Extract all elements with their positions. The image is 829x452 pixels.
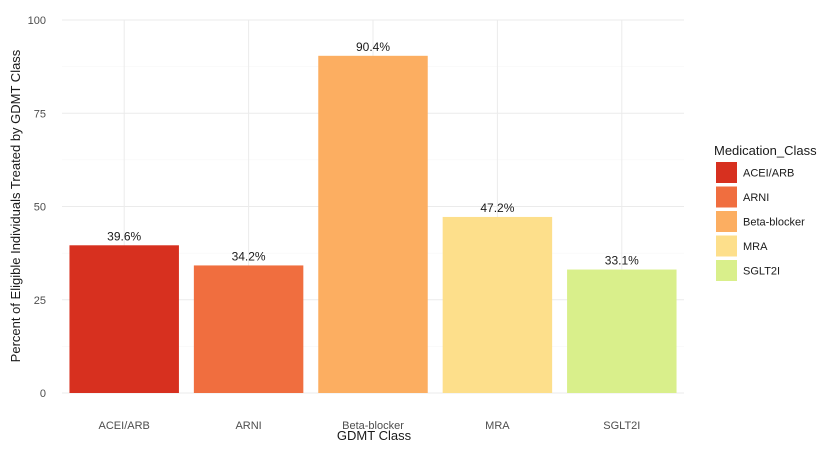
x-axis-title: GDMT Class [337,428,412,443]
legend-swatch [716,211,737,232]
bar-sglt2i [567,269,677,393]
legend-entry-label: SGLT2I [743,266,780,278]
y-axis-title: Percent of Eligible Individuals Treated … [8,49,23,362]
legend-entry-label: ARNI [743,192,769,204]
x-tick-label: ARNI [235,420,261,432]
legend-swatch [716,235,737,257]
y-tick-label: 25 [34,295,46,307]
y-axis-ticks: 0 25 50 75 100 [28,15,46,400]
legend: Medication_Class ACEI/ARB ARNI Beta-blocke… [714,143,817,281]
legend-entry-label: ACEI/ARB [743,168,794,180]
legend-title: Medication_Class [714,143,817,158]
bar-acei-arb [69,245,179,393]
bar-mra [442,216,553,393]
legend-swatch [716,162,737,183]
x-tick-label: MRA [485,420,510,432]
data-label: 39.6% [107,229,141,243]
x-tick-label: ACEI/ARB [99,420,150,432]
legend-swatch [716,186,737,208]
data-label: 90.4% [356,40,390,54]
data-labels-group: 39.6% 34.2% 90.4% 47.2% 33.1% [107,40,639,268]
data-label: 34.2% [232,249,266,263]
data-label: 47.2% [480,201,514,215]
y-tick-label: 50 [34,202,46,214]
y-tick-label: 0 [40,388,46,400]
legend-entry-label: Beta-blocker [743,217,805,229]
data-label: 33.1% [605,254,639,268]
x-tick-label: Beta-blocker [342,420,404,432]
bar-beta-blocker [318,55,428,394]
x-axis-ticks: ACEI/ARB ARNI Beta-blocker MRA SGLT2I [99,420,641,432]
legend-swatch [716,260,737,281]
y-tick-label: 100 [28,15,46,27]
bar-arni [193,265,304,393]
x-tick-label: SGLT2I [603,420,640,432]
y-tick-label: 75 [34,108,46,120]
legend-entry-label: MRA [743,241,768,253]
bars-group [69,55,677,394]
